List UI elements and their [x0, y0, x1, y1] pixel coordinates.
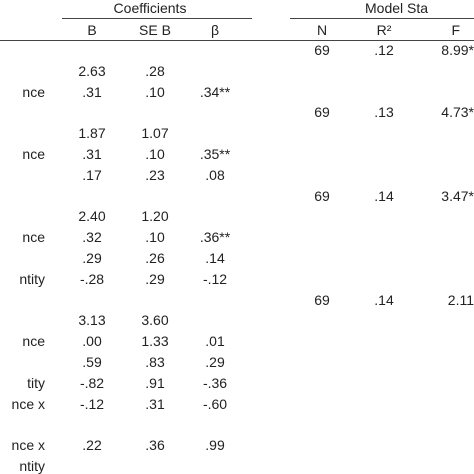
- cell: .35**: [199, 146, 231, 162]
- column-header: F: [451, 22, 460, 38]
- cell: 3.47*: [441, 187, 474, 204]
- cell: 69: [314, 291, 330, 308]
- cell: 4.73*: [441, 104, 474, 121]
- rule: [0, 40, 474, 41]
- cell: 8.99*: [441, 42, 474, 58]
- cell: .14: [374, 291, 394, 308]
- cell: 1.87: [78, 125, 106, 142]
- row-label: nce x: [11, 437, 45, 454]
- cell: .00: [82, 333, 102, 350]
- cell: .32: [82, 229, 102, 246]
- cell: .23: [145, 166, 165, 183]
- cell: 2.11: [447, 291, 474, 308]
- cell: .28: [145, 62, 165, 79]
- cell: .13: [374, 104, 394, 121]
- cell: .22: [82, 437, 102, 454]
- group-header: Model Sta: [365, 0, 429, 16]
- cell: .83: [145, 354, 165, 370]
- rule: [290, 18, 474, 19]
- cell: 3.13: [78, 312, 106, 329]
- rule: [62, 18, 252, 19]
- column-header: R²: [376, 22, 392, 38]
- cell: .12: [374, 42, 394, 58]
- column-header: B: [87, 22, 97, 38]
- row-label: nce x: [11, 395, 45, 412]
- cell: .08: [205, 166, 225, 183]
- cell: 69: [314, 187, 330, 204]
- cell: .99: [205, 437, 225, 454]
- row-label: ntity: [19, 458, 45, 474]
- cell: -.60: [202, 395, 228, 412]
- cell: .36: [145, 437, 165, 454]
- cell: 69: [314, 42, 330, 58]
- cell: 1.33: [141, 333, 169, 350]
- cell: -.36: [202, 374, 228, 391]
- cell: .29: [145, 270, 165, 287]
- row-label: ntity: [19, 270, 45, 287]
- cell: -.28: [79, 270, 105, 287]
- cell: 3.60: [141, 312, 169, 329]
- cell: 1.20: [141, 208, 169, 225]
- cell: -.12: [202, 270, 228, 287]
- cell: 69: [314, 104, 330, 121]
- row-label: nce: [22, 146, 45, 162]
- cell: .29: [82, 250, 102, 266]
- cell: .36**: [199, 229, 231, 246]
- cell: -.12: [79, 395, 105, 412]
- row-label: nce: [22, 333, 45, 350]
- cell: .26: [145, 250, 165, 266]
- row-label: nce: [22, 229, 45, 246]
- cell: .31: [82, 83, 102, 100]
- cell: 2.40: [78, 208, 106, 225]
- cell: 2.63: [78, 62, 106, 79]
- column-header: SE B: [139, 22, 171, 38]
- cell: .10: [145, 146, 165, 162]
- row-label: nce: [22, 83, 45, 100]
- row-label: tity: [27, 374, 45, 391]
- cell: .17: [82, 166, 102, 183]
- cell: .31: [145, 395, 165, 412]
- cell: .34**: [199, 83, 231, 100]
- cell: .29: [205, 354, 225, 370]
- group-header: Coefficients: [113, 0, 187, 16]
- cell: .14: [205, 250, 225, 266]
- cell: .91: [145, 374, 165, 391]
- column-header: N: [316, 22, 328, 38]
- cell: 1.07: [141, 125, 169, 142]
- cell: .14: [374, 187, 394, 204]
- cell: -.82: [79, 374, 105, 391]
- cell: .59: [82, 354, 102, 370]
- cell: .10: [145, 83, 165, 100]
- column-header: β: [210, 22, 220, 38]
- cell: .10: [145, 229, 165, 246]
- cell: .31: [82, 146, 102, 162]
- cell: .01: [205, 333, 225, 350]
